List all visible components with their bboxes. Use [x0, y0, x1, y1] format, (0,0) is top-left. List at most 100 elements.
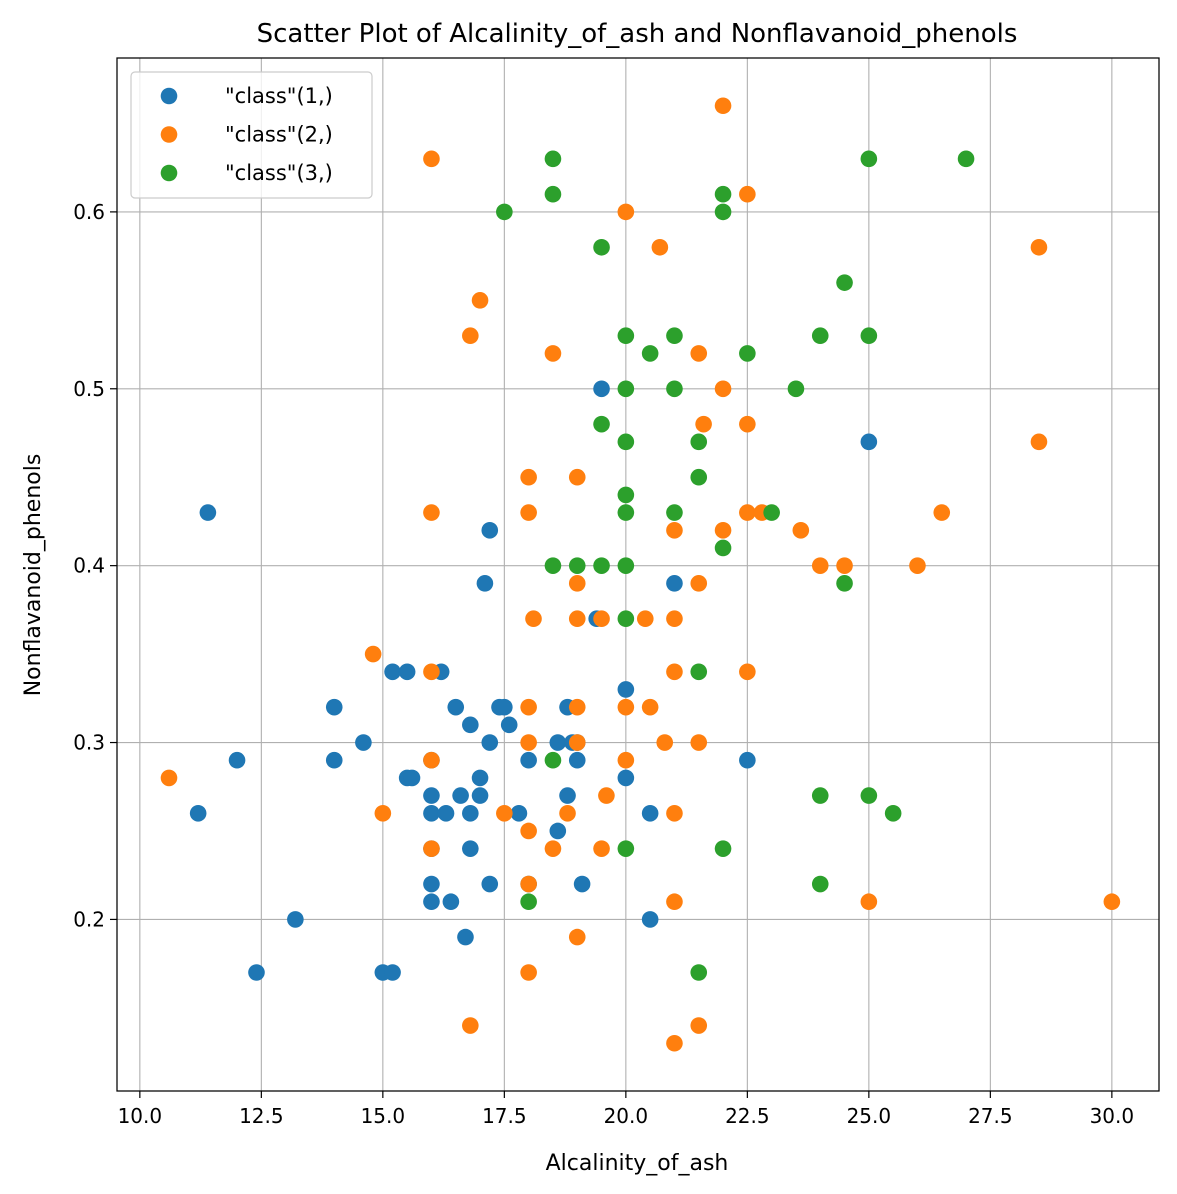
x-tick-label: 12.5	[239, 1104, 284, 1128]
data-point	[792, 521, 810, 539]
data-point	[836, 575, 853, 592]
data-point	[423, 893, 440, 911]
data-point	[617, 433, 635, 451]
data-point	[476, 575, 494, 592]
x-tick-label: 27.5	[968, 1104, 1013, 1128]
data-point	[325, 751, 343, 769]
data-point	[617, 769, 635, 787]
y-tick-label: 0.5	[73, 377, 105, 401]
data-point	[714, 380, 732, 398]
data-point	[714, 521, 732, 539]
data-point	[617, 751, 635, 769]
data-point	[423, 840, 440, 857]
data-point	[739, 751, 756, 769]
data-point	[617, 203, 635, 221]
data-point	[520, 698, 537, 716]
data-point	[423, 663, 440, 681]
data-point	[447, 698, 465, 716]
data-point	[355, 734, 372, 751]
data-point	[403, 769, 421, 787]
data-point	[666, 610, 683, 628]
data-point	[860, 327, 878, 345]
data-point	[544, 185, 562, 203]
data-point	[544, 345, 562, 362]
data-point	[160, 769, 178, 787]
data-point	[617, 327, 635, 345]
data-point	[641, 345, 659, 362]
data-point	[510, 804, 528, 822]
data-point	[836, 557, 853, 574]
data-point	[641, 698, 659, 716]
data-point	[787, 380, 805, 398]
data-point	[457, 928, 474, 946]
data-point	[860, 433, 878, 451]
data-point	[525, 610, 542, 628]
data-point	[423, 751, 440, 769]
data-point	[617, 557, 635, 574]
data-point	[617, 698, 635, 716]
data-point	[442, 893, 460, 911]
data-point	[617, 486, 635, 504]
data-point	[481, 875, 499, 893]
data-point	[568, 734, 586, 751]
data-point	[666, 804, 683, 822]
data-point	[462, 716, 479, 734]
data-point	[423, 787, 440, 804]
data-point	[1103, 893, 1121, 911]
x-tick-label: 20.0	[604, 1104, 649, 1128]
x-tick-label: 22.5	[725, 1104, 770, 1128]
data-point	[860, 787, 878, 804]
data-point	[651, 238, 669, 256]
y-tick-label: 0.2	[73, 907, 105, 931]
data-point	[690, 433, 708, 451]
x-tick-label: 10.0	[118, 1104, 163, 1128]
data-point	[544, 840, 562, 857]
data-point	[811, 875, 829, 893]
data-point	[690, 345, 708, 362]
data-point	[520, 504, 537, 521]
data-point	[617, 610, 635, 628]
data-point	[189, 804, 207, 822]
data-point	[549, 734, 567, 751]
y-tick-label: 0.3	[73, 731, 105, 755]
data-point	[568, 928, 586, 946]
legend-box	[130, 71, 373, 199]
data-point	[199, 504, 217, 521]
data-point	[656, 734, 674, 751]
data-point	[739, 504, 756, 521]
legend: "class"(1,) "class"(2,) "class"(3,)	[130, 71, 373, 199]
data-point	[860, 150, 878, 168]
data-point	[462, 1017, 479, 1034]
data-point	[471, 787, 489, 804]
data-point	[568, 610, 586, 628]
data-point	[462, 840, 479, 857]
data-point	[739, 185, 756, 203]
data-point	[568, 575, 586, 592]
data-point	[811, 787, 829, 804]
data-point	[666, 663, 683, 681]
data-point	[325, 698, 343, 716]
data-point	[811, 557, 829, 574]
data-point	[739, 415, 756, 433]
data-point	[714, 840, 732, 857]
x-tick-label: 15.0	[361, 1104, 406, 1128]
data-point	[690, 1017, 708, 1034]
data-point	[559, 804, 576, 822]
y-axis-ticks: 0.2 0.3 0.4 0.5 0.6	[73, 200, 117, 931]
data-point	[481, 734, 499, 751]
data-point	[909, 557, 926, 574]
data-point	[520, 822, 537, 840]
data-point	[593, 610, 610, 628]
grid-lines	[117, 58, 1159, 1091]
data-point	[690, 663, 708, 681]
data-point	[593, 840, 610, 857]
data-point	[384, 663, 401, 681]
data-point	[462, 327, 479, 345]
data-point	[471, 292, 489, 309]
data-point	[617, 380, 635, 398]
data-point	[617, 504, 635, 521]
y-axis-label: Nonflavanoid_phenols	[21, 454, 46, 697]
data-point	[666, 575, 683, 592]
data-point	[690, 734, 708, 751]
